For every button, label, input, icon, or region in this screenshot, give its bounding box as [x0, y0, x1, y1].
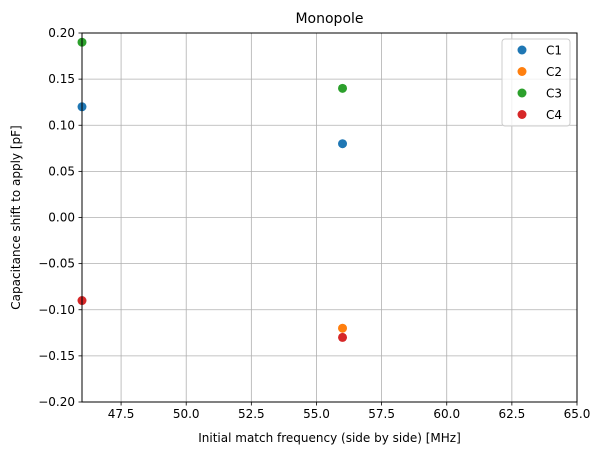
- y-tick-label: −0.15: [38, 349, 75, 363]
- x-tick-label: 52.5: [238, 407, 265, 421]
- series-c1: [77, 102, 348, 149]
- y-tick-label: −0.05: [38, 257, 75, 271]
- legend-marker-c1: [517, 45, 527, 55]
- axis-ticks: 47.5 50.0 52.5 55.0 57.5 60.0 62.5 65.0 −0.20 −0.…: [38, 26, 590, 421]
- series-c2: [338, 323, 348, 333]
- y-tick-label: 0.00: [48, 211, 75, 225]
- legend: C1 C2 C3 C4: [501, 38, 571, 127]
- x-axis-label: Initial match frequency (side by side) […: [198, 431, 461, 445]
- legend-label-c4: C4: [546, 108, 562, 122]
- data-series: [77, 37, 348, 342]
- data-point-c3: [338, 83, 348, 93]
- series-c3: [77, 37, 348, 93]
- legend-marker-c3: [517, 88, 527, 98]
- x-tick-label: 47.5: [108, 407, 135, 421]
- legend-marker-c2: [517, 67, 527, 76]
- y-tick-label: 0.15: [48, 72, 75, 86]
- legend-label-c3: C3: [546, 87, 562, 101]
- legend-label-c1: C1: [546, 44, 562, 58]
- legend-marker-c4: [517, 110, 527, 119]
- y-tick-label: 0.20: [48, 26, 75, 40]
- x-tick-label: 65.0: [564, 407, 591, 421]
- series-c4: [77, 296, 348, 342]
- x-tick-label: 60.0: [433, 407, 460, 421]
- y-tick-label: −0.20: [38, 395, 75, 409]
- y-axis-label: Capacitance shift to apply [pF]: [9, 125, 23, 309]
- chart-title: Monopole: [295, 11, 363, 27]
- x-tick-label: 55.0: [303, 407, 330, 421]
- x-tick-label: 57.5: [368, 407, 395, 421]
- data-point-c2: [338, 323, 348, 333]
- x-tick-label: 50.0: [173, 407, 200, 421]
- y-tick-label: 0.05: [48, 164, 75, 178]
- y-tick-label: −0.10: [38, 303, 75, 317]
- legend-label-c2: C2: [546, 65, 562, 79]
- data-point-c1: [338, 139, 348, 149]
- y-tick-label: 0.10: [48, 118, 75, 132]
- legend-box: [501, 38, 571, 127]
- data-point-c4: [338, 332, 348, 342]
- x-tick-label: 62.5: [499, 407, 526, 421]
